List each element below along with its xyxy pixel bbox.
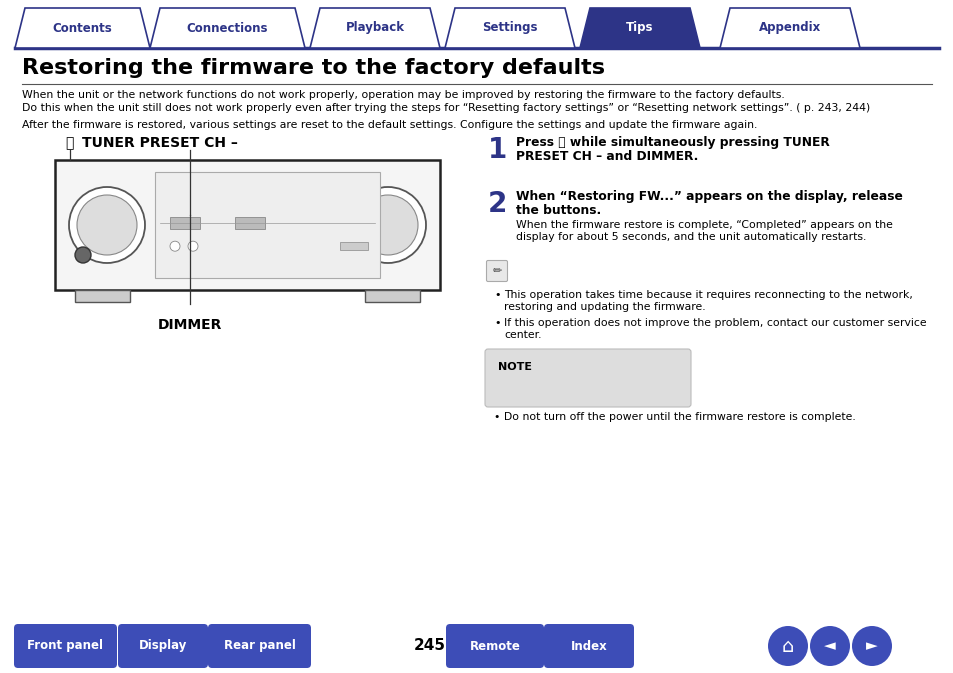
Text: Settings: Settings bbox=[482, 22, 537, 34]
Text: Do this when the unit still does not work properly even after trying the steps f: Do this when the unit still does not wor… bbox=[22, 103, 869, 113]
Text: ►: ► bbox=[865, 639, 877, 653]
Circle shape bbox=[767, 626, 807, 666]
Polygon shape bbox=[15, 8, 150, 48]
Circle shape bbox=[170, 241, 180, 251]
Circle shape bbox=[77, 195, 137, 255]
Text: • Do not turn off the power until the firmware restore is complete.: • Do not turn off the power until the fi… bbox=[494, 412, 855, 422]
Text: If this operation does not improve the problem, contact our customer service: If this operation does not improve the p… bbox=[503, 318, 925, 328]
Text: Index: Index bbox=[570, 639, 607, 653]
Text: ◄: ◄ bbox=[823, 639, 835, 653]
Circle shape bbox=[75, 247, 91, 263]
Text: Front panel: Front panel bbox=[28, 639, 103, 653]
Text: 2: 2 bbox=[488, 190, 507, 218]
FancyBboxPatch shape bbox=[543, 624, 634, 668]
FancyBboxPatch shape bbox=[365, 290, 419, 302]
Circle shape bbox=[809, 626, 849, 666]
Text: TUNER PRESET CH –: TUNER PRESET CH – bbox=[82, 136, 237, 150]
Text: •: • bbox=[494, 290, 500, 300]
FancyBboxPatch shape bbox=[118, 624, 208, 668]
FancyBboxPatch shape bbox=[55, 160, 439, 290]
Circle shape bbox=[69, 187, 145, 263]
Text: the buttons.: the buttons. bbox=[516, 204, 600, 217]
FancyBboxPatch shape bbox=[484, 349, 690, 407]
Text: Contents: Contents bbox=[52, 22, 112, 34]
Text: After the firmware is restored, various settings are reset to the default settin: After the firmware is restored, various … bbox=[22, 120, 757, 130]
Text: 1: 1 bbox=[488, 136, 507, 164]
Text: ⏻: ⏻ bbox=[65, 136, 73, 150]
FancyBboxPatch shape bbox=[14, 624, 117, 668]
Text: Rear panel: Rear panel bbox=[223, 639, 295, 653]
Text: Restoring the firmware to the factory defaults: Restoring the firmware to the factory de… bbox=[22, 58, 604, 78]
Text: Remote: Remote bbox=[469, 639, 520, 653]
FancyBboxPatch shape bbox=[446, 624, 543, 668]
Text: Display: Display bbox=[139, 639, 187, 653]
Text: When the firmware restore is complete, “Completed” appears on the: When the firmware restore is complete, “… bbox=[516, 220, 892, 230]
Text: Tips: Tips bbox=[625, 22, 653, 34]
Circle shape bbox=[350, 187, 426, 263]
FancyBboxPatch shape bbox=[486, 260, 507, 281]
Circle shape bbox=[851, 626, 891, 666]
Text: DIMMER: DIMMER bbox=[157, 318, 222, 332]
FancyBboxPatch shape bbox=[234, 217, 265, 229]
Text: ⌂: ⌂ bbox=[781, 637, 793, 656]
Text: Connections: Connections bbox=[187, 22, 268, 34]
Text: Appendix: Appendix bbox=[758, 22, 821, 34]
Text: PRESET CH – and DIMMER.: PRESET CH – and DIMMER. bbox=[516, 150, 698, 163]
Text: 245: 245 bbox=[414, 639, 446, 653]
Text: Press ⏻ while simultaneously pressing TUNER: Press ⏻ while simultaneously pressing TU… bbox=[516, 136, 829, 149]
Text: center.: center. bbox=[503, 330, 541, 340]
Text: restoring and updating the firmware.: restoring and updating the firmware. bbox=[503, 302, 705, 312]
Text: This operation takes time because it requires reconnecting to the network,: This operation takes time because it req… bbox=[503, 290, 912, 300]
Text: •: • bbox=[494, 318, 500, 328]
Polygon shape bbox=[150, 8, 305, 48]
Polygon shape bbox=[579, 8, 700, 48]
FancyBboxPatch shape bbox=[208, 624, 311, 668]
Polygon shape bbox=[444, 8, 575, 48]
Text: Playback: Playback bbox=[345, 22, 404, 34]
Text: NOTE: NOTE bbox=[497, 362, 532, 372]
Polygon shape bbox=[310, 8, 439, 48]
FancyBboxPatch shape bbox=[154, 172, 379, 278]
Circle shape bbox=[357, 195, 417, 255]
Circle shape bbox=[188, 241, 198, 251]
FancyBboxPatch shape bbox=[75, 290, 130, 302]
Text: display for about 5 seconds, and the unit automatically restarts.: display for about 5 seconds, and the uni… bbox=[516, 232, 865, 242]
Text: ✏: ✏ bbox=[492, 266, 501, 276]
Text: When “Restoring FW...” appears on the display, release: When “Restoring FW...” appears on the di… bbox=[516, 190, 902, 203]
FancyBboxPatch shape bbox=[170, 217, 200, 229]
Text: When the unit or the network functions do not work properly, operation may be im: When the unit or the network functions d… bbox=[22, 90, 784, 100]
Polygon shape bbox=[720, 8, 859, 48]
FancyBboxPatch shape bbox=[339, 242, 368, 250]
